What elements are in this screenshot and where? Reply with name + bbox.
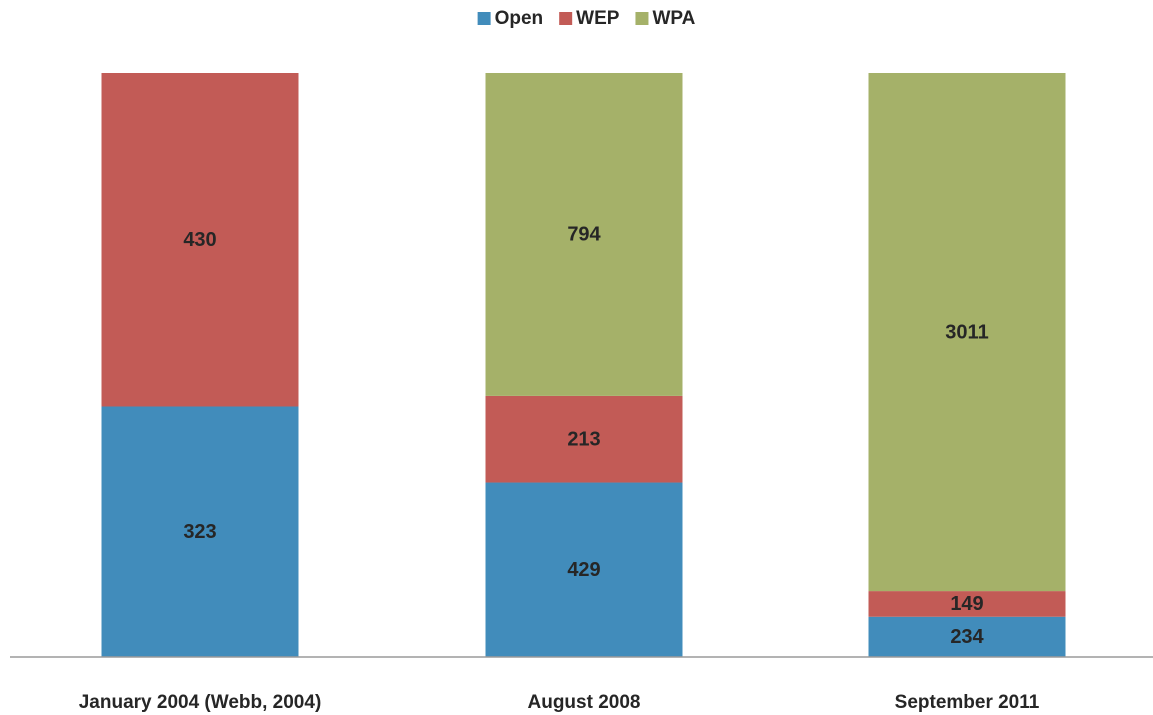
bar-segment bbox=[485, 482, 683, 657]
bar-segment bbox=[868, 591, 1066, 617]
x-tick-label: January 2004 (Webb, 2004) bbox=[79, 692, 322, 713]
legend-swatch bbox=[477, 12, 491, 25]
legend-swatch bbox=[635, 12, 649, 25]
legend-label: Open bbox=[495, 8, 544, 29]
x-tick-label: August 2008 bbox=[528, 692, 641, 713]
data-label: 429 bbox=[567, 559, 600, 581]
legend-swatch bbox=[559, 12, 573, 25]
bar-segment bbox=[485, 73, 683, 396]
data-label: 430 bbox=[183, 229, 216, 251]
bar-segment bbox=[868, 616, 1066, 657]
data-label: 794 bbox=[567, 224, 601, 246]
bar-segment bbox=[868, 73, 1066, 592]
data-label: 234 bbox=[950, 626, 984, 648]
data-label: 213 bbox=[567, 429, 600, 451]
legend-label: WEP bbox=[576, 8, 620, 29]
x-tick-label: September 2011 bbox=[895, 692, 1040, 713]
data-label: 323 bbox=[183, 521, 216, 543]
bar-segment bbox=[101, 406, 299, 657]
bar-segment bbox=[485, 395, 683, 483]
data-label: 149 bbox=[950, 593, 983, 615]
legend-label: WPA bbox=[652, 8, 695, 29]
data-label: 3011 bbox=[945, 321, 988, 343]
bar-segment bbox=[101, 73, 299, 407]
